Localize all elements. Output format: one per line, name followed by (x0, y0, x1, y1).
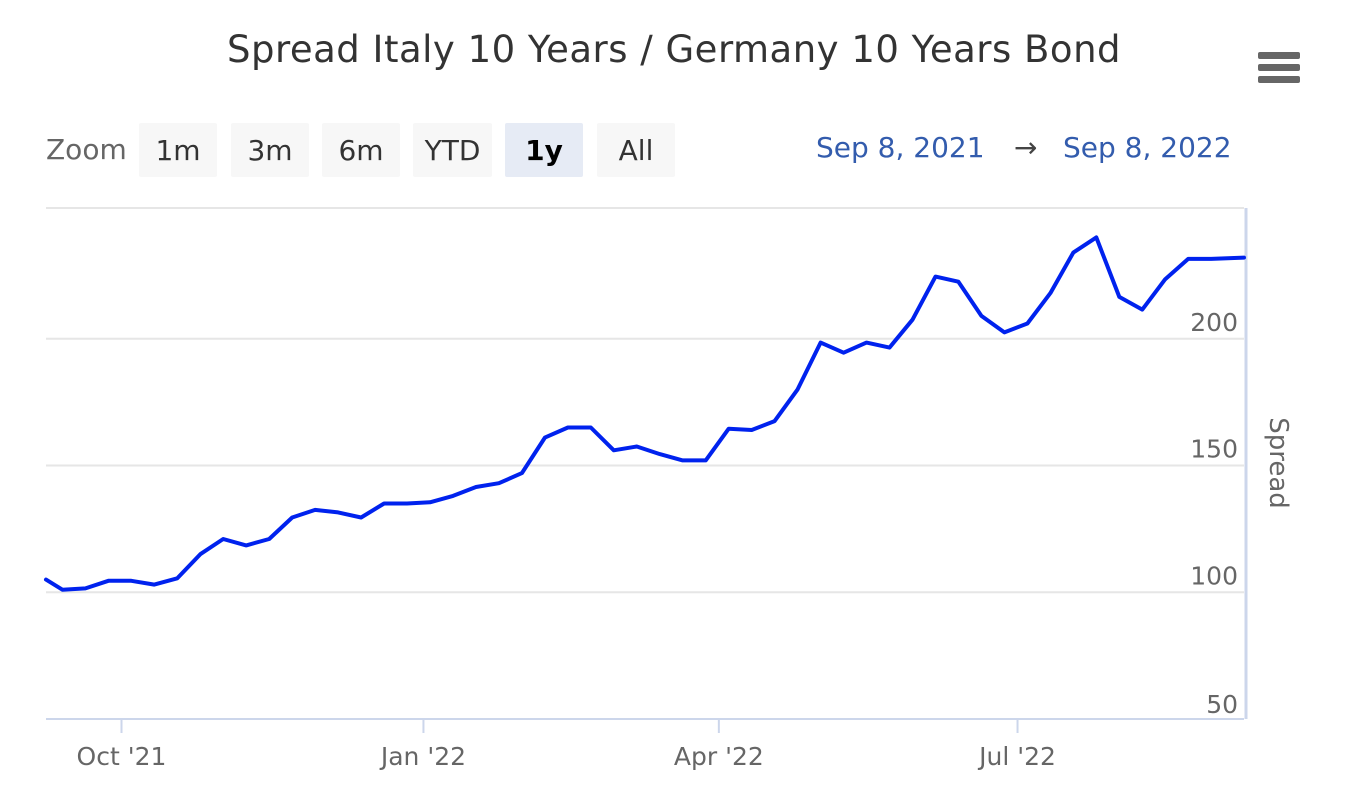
hamburger-menu-icon (1258, 52, 1300, 59)
y-tick-label-200: 200 (1190, 308, 1238, 337)
zoom-button-3m[interactable]: 3m (231, 123, 309, 177)
range-to-date[interactable]: Sep 8, 2022 (1063, 131, 1232, 164)
range-from-date[interactable]: Sep 8, 2021 (816, 131, 985, 164)
y-tick-label-50: 50 (1206, 690, 1238, 719)
series-line-0 (44, 235, 1246, 592)
zoom-button-all[interactable]: All (597, 123, 675, 177)
zoom-button-ytd[interactable]: YTD (413, 123, 492, 177)
zoom-button-1m[interactable]: 1m (139, 123, 217, 177)
x-tick-label-1: Jan '22 (379, 742, 466, 771)
hamburger-menu-icon-bar (1258, 64, 1300, 71)
range-arrow: → (1014, 131, 1038, 164)
zoom-button-1y[interactable]: 1y (505, 123, 583, 177)
zoom-button-6m[interactable]: 6m (322, 123, 400, 177)
y-axis-title: Spread (1263, 417, 1293, 509)
x-tick-label-3: Jul '22 (977, 742, 1056, 771)
x-tick-label-2: Apr '22 (674, 742, 764, 771)
chart-menu-button[interactable] (1252, 48, 1304, 88)
zoom-label: Zoom (46, 133, 127, 166)
y-tick-label-100: 100 (1190, 561, 1238, 590)
chart-title: Spread Italy 10 Years / Germany 10 Years… (226, 28, 1122, 71)
y-tick-label-150: 150 (1190, 435, 1238, 464)
x-tick-label-0: Oct '21 (77, 742, 167, 771)
hamburger-menu-icon-bar (1258, 76, 1300, 83)
